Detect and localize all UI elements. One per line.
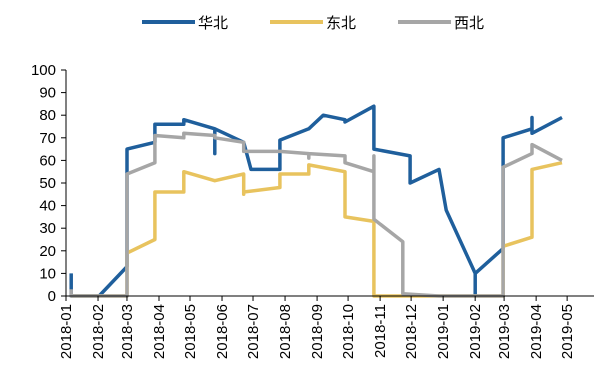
y-tick-label: 100 [31,62,56,79]
x-tick-label: 2018-05 [182,304,199,359]
x-tick-label: 2018-03 [119,304,136,359]
axes: 0 10 20 30 40 50 60 70 80 90 100 2018-01 2018-02 2018… [31,62,594,359]
series-layer [69,104,563,298]
x-tick-label: 2019-01 [435,304,452,359]
x-tick-label: 2018-04 [151,304,168,359]
legend-label-2: 东北 [326,14,356,32]
x-tick-label: 2018-09 [309,304,326,359]
x-tick-label: 2018-01 [58,304,75,359]
x-tick-label: 2018-06 [214,304,231,359]
x-tick-label: 2019-05 [559,304,576,359]
y-tick-label: 60 [39,152,56,169]
legend-label-1: 华北 [198,14,228,32]
series-line-2 [71,160,563,298]
y-tick-label: 70 [39,130,56,147]
y-tick-label: 20 [39,243,56,260]
y-tick-label: 90 [39,85,56,102]
legend: 华北 东北 西北 [142,14,484,32]
x-tick-label: 2018-11 [372,304,389,358]
x-tick-label: 2018-12 [403,304,420,359]
y-tick-label: 50 [39,175,56,192]
y-tick-label: 80 [39,107,56,124]
legend-label-3: 西北 [454,14,484,32]
x-tick-label: 2019-04 [528,304,545,359]
x-tick-label: 2018-07 [245,304,262,359]
series-line-1 [69,104,563,298]
x-tick-label: 2019-03 [496,304,513,359]
y-tick-label: 0 [48,288,56,305]
x-tick-label: 2018-02 [90,304,107,359]
y-tick-label: 30 [39,220,56,237]
y-tick-label: 10 [39,265,56,282]
x-tick-label: 2018-08 [277,304,294,359]
y-tick-label: 40 [39,198,56,215]
x-tick-label: 2019-02 [467,304,484,359]
series-line-3 [69,131,563,298]
x-tick-label: 2018-10 [340,304,357,359]
